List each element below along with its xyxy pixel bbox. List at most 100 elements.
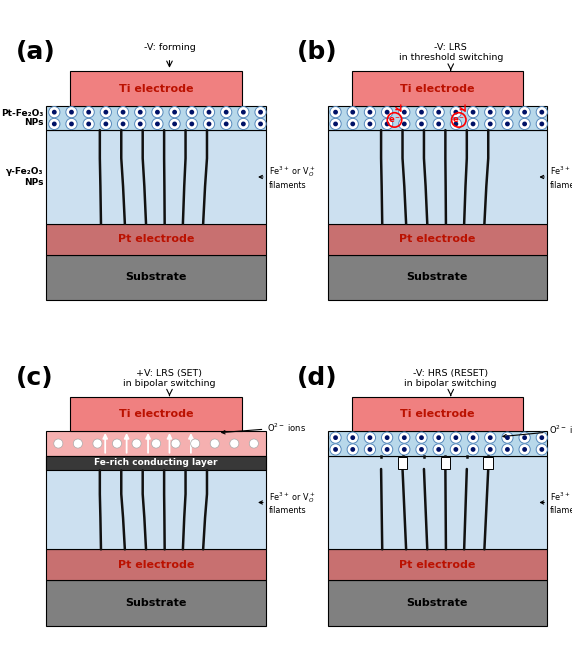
Circle shape [104,121,108,126]
Circle shape [522,110,527,114]
Circle shape [399,444,410,455]
Circle shape [230,439,239,448]
Circle shape [117,106,129,118]
Circle shape [152,118,163,129]
Circle shape [368,121,372,126]
Circle shape [471,447,475,452]
Circle shape [399,118,410,129]
Text: Pt electrode: Pt electrode [399,234,475,244]
Circle shape [484,118,496,129]
Circle shape [467,106,479,118]
Circle shape [350,110,355,114]
Circle shape [86,121,91,126]
Circle shape [204,106,214,118]
Circle shape [258,121,263,126]
Circle shape [172,110,177,114]
Circle shape [505,121,510,126]
Circle shape [333,436,338,440]
Circle shape [330,106,341,118]
Circle shape [221,106,232,118]
Bar [328,580,547,626]
Circle shape [467,444,479,455]
Circle shape [155,121,160,126]
Text: -V: LRS
in threshold switching: -V: LRS in threshold switching [399,43,503,63]
Circle shape [539,110,544,114]
Circle shape [364,118,376,129]
Circle shape [364,106,376,118]
Circle shape [255,118,266,129]
Circle shape [169,106,180,118]
Circle shape [186,118,197,129]
Circle shape [138,121,142,126]
Circle shape [488,121,492,126]
Circle shape [100,106,112,118]
Circle shape [347,432,359,443]
Circle shape [54,439,63,448]
Bar [46,456,266,549]
Circle shape [436,110,441,114]
Circle shape [186,106,197,118]
Text: (b): (b) [297,40,337,65]
Text: Fe$^{3+}$ or V$_O^+$
filaments: Fe$^{3+}$ or V$_O^+$ filaments [541,165,572,189]
Circle shape [416,106,427,118]
Circle shape [519,444,530,455]
Circle shape [206,110,212,114]
Text: Pt electrode: Pt electrode [399,560,475,570]
Circle shape [206,121,212,126]
Bar [328,224,547,255]
Text: O$^{2-}$ ions: O$^{2-}$ ions [222,421,307,434]
Circle shape [502,432,513,443]
Circle shape [433,432,444,443]
Circle shape [210,439,219,448]
Text: Pt electrode: Pt electrode [118,560,194,570]
Circle shape [471,121,475,126]
Circle shape [382,118,393,129]
Circle shape [134,118,146,129]
Circle shape [121,121,125,126]
Circle shape [49,106,60,118]
Text: Pt-Fe₂O₃: Pt-Fe₂O₃ [1,109,43,118]
Text: e$^-$: e$^-$ [388,115,401,125]
Bar [46,432,266,456]
Text: Ti electrode: Ti electrode [119,409,193,419]
Circle shape [134,106,146,118]
Text: Ti electrode: Ti electrode [400,409,475,419]
Circle shape [484,444,496,455]
Bar [328,130,547,224]
Circle shape [385,436,390,440]
Circle shape [117,118,129,129]
Circle shape [368,110,372,114]
Circle shape [347,444,359,455]
Circle shape [402,447,407,452]
Circle shape [330,444,341,455]
Circle shape [385,121,390,126]
Circle shape [402,436,407,440]
Text: Substrate: Substrate [407,598,468,608]
Circle shape [433,118,444,129]
Bar [328,432,547,456]
Circle shape [258,110,263,114]
Circle shape [138,110,142,114]
Circle shape [169,118,180,129]
Bar [328,549,547,580]
Circle shape [402,121,407,126]
Circle shape [333,121,338,126]
Circle shape [100,118,112,129]
Circle shape [484,106,496,118]
Circle shape [505,110,510,114]
Circle shape [522,121,527,126]
Circle shape [399,106,410,118]
Circle shape [152,439,161,448]
Bar [328,255,547,300]
Circle shape [454,121,458,126]
Text: +V: LRS (SET)
in bipolar switching: +V: LRS (SET) in bipolar switching [123,368,216,388]
Bar [483,457,493,469]
Circle shape [385,447,390,452]
Circle shape [83,118,94,129]
Circle shape [83,106,94,118]
Circle shape [484,432,496,443]
Text: Fe-rich conducting layer: Fe-rich conducting layer [94,458,218,468]
Bar [46,224,266,255]
Bar [352,71,523,106]
Circle shape [382,106,393,118]
